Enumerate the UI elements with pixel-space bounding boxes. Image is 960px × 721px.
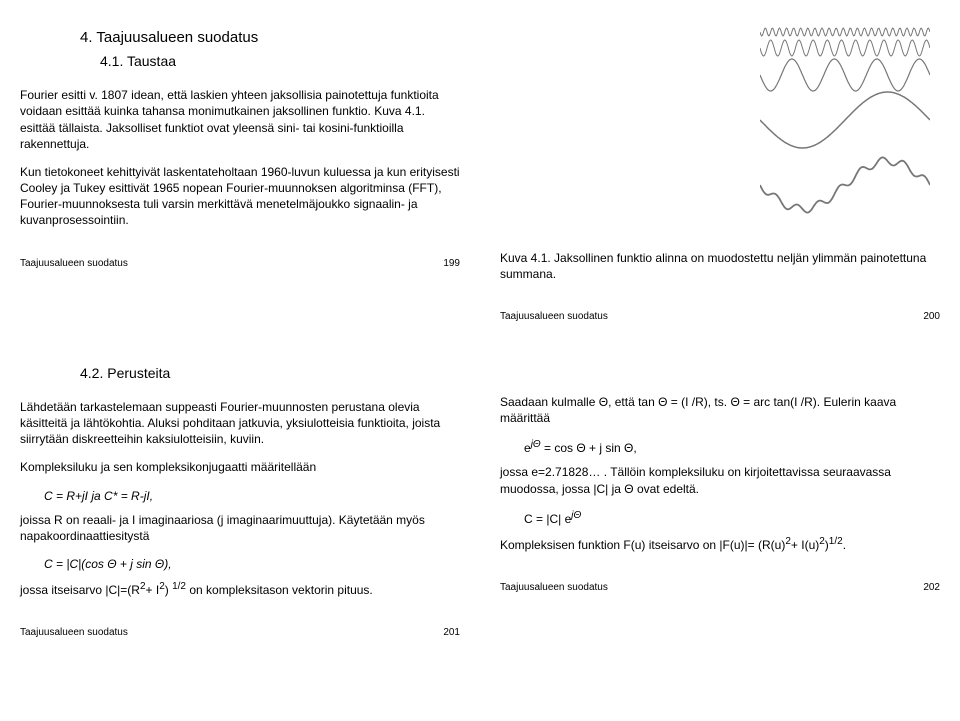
page-footer: Taajuusalueen suodatus 202 <box>500 581 940 595</box>
page-number: 201 <box>443 626 460 640</box>
equation: ejΘ = cos Θ + j sin Θ, <box>524 438 940 456</box>
footer-label: Taajuusalueen suodatus <box>500 310 608 324</box>
paragraph: joissa R on reaali- ja I imaginaariosa (… <box>20 512 460 544</box>
subsection-title: 4.2. Perusteita <box>80 364 460 383</box>
page-footer: Taajuusalueen suodatus 199 <box>20 257 460 271</box>
paragraph: Kompleksiluku ja sen kompleksikonjugaatt… <box>20 459 460 475</box>
footer-label: Taajuusalueen suodatus <box>20 257 128 271</box>
subsection-title: 4.1. Taustaa <box>100 52 460 71</box>
figure-caption: Kuva 4.1. Jaksollinen funktio alinna on … <box>500 250 940 282</box>
equation: C = |C|(cos Θ + j sin Θ), <box>44 556 460 572</box>
paragraph: jossa e=2.71828… . Tällöin kompleksiluku… <box>500 464 940 496</box>
paragraph: Fourier esitti v. 1807 idean, että laski… <box>20 87 460 152</box>
page-number: 200 <box>923 310 940 324</box>
paragraph: jossa itseisarvo |C|=(R2+ I2) 1/2 on kom… <box>20 580 460 598</box>
paragraph: Kun tietokoneet kehittyivät laskentateho… <box>20 164 460 229</box>
page-202: Saadaan kulmalle Θ, että tan Θ = (I /R),… <box>500 354 940 640</box>
page-200: Kuva 4.1. Jaksollinen funktio alinna on … <box>500 20 940 324</box>
footer-label: Taajuusalueen suodatus <box>500 581 608 595</box>
paragraph: Saadaan kulmalle Θ, että tan Θ = (I /R),… <box>500 394 940 426</box>
equation: C = |C| ejΘ <box>524 509 940 527</box>
paragraph: Lähdetään tarkastelemaan suppeasti Fouri… <box>20 399 460 448</box>
footer-label: Taajuusalueen suodatus <box>20 626 128 640</box>
page-number: 199 <box>443 257 460 271</box>
section-title: 4. Taajuusalueen suodatus <box>80 28 460 48</box>
page-201: 4.2. Perusteita Lähdetään tarkastelemaan… <box>20 354 460 640</box>
equation: C = R+jI ja C* = R-jI, <box>44 488 460 504</box>
page-199: 4. Taajuusalueen suodatus 4.1. Taustaa F… <box>20 20 460 324</box>
page-footer: Taajuusalueen suodatus 200 <box>500 310 940 324</box>
page-number: 202 <box>923 581 940 595</box>
fourier-sum-figure <box>760 20 930 220</box>
paragraph: Kompleksisen funktion F(u) itseisarvo on… <box>500 535 940 553</box>
page-footer: Taajuusalueen suodatus 201 <box>20 626 460 640</box>
